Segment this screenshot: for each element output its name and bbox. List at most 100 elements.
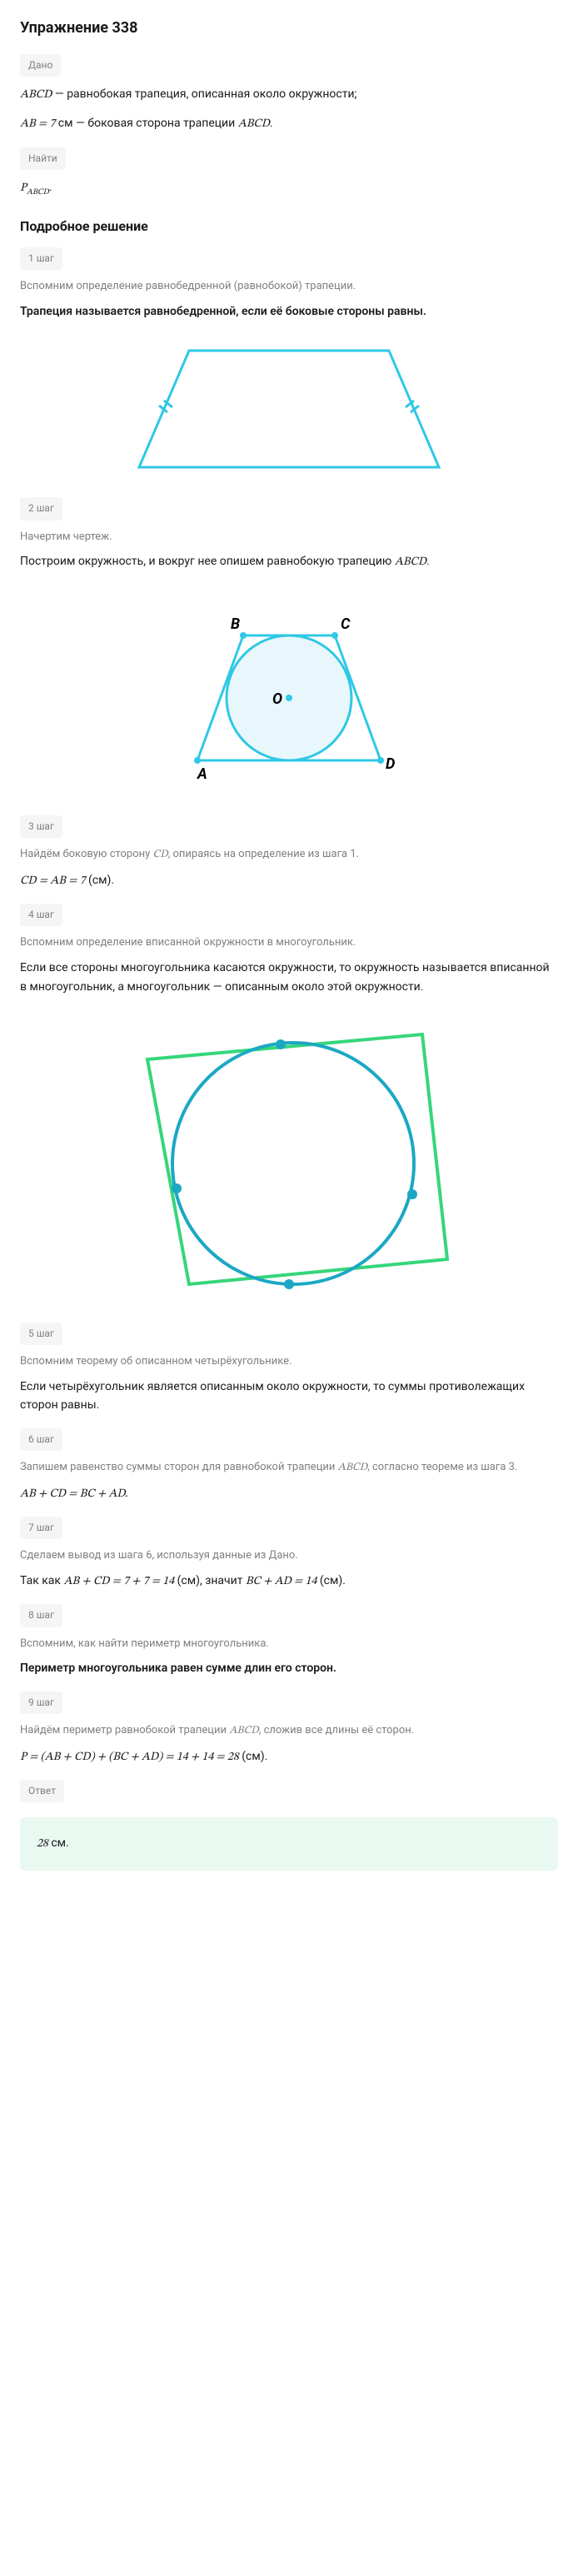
step-4-note: Вспомним определение вписанной окружност… bbox=[20, 934, 558, 952]
step-1-text: Трапеция называется равнобедренной, если… bbox=[20, 302, 558, 321]
step-8: 8 шаг Вспомним, как найти периметр много… bbox=[20, 1604, 558, 1677]
given-line-1: ABCD — равнобокая трапеция, описанная ок… bbox=[20, 85, 558, 104]
trapezoid-svg bbox=[122, 334, 456, 484]
figure-trapezoid bbox=[20, 334, 558, 484]
step-7-f1: AB + CD = 7 + 7 = 14 bbox=[63, 1576, 174, 1587]
perimeter-symbol: P bbox=[20, 182, 27, 194]
step-3-note-suffix: , опираясь на определение из шага 1. bbox=[168, 848, 359, 860]
exercise-title: Упражнение 338 bbox=[20, 17, 558, 41]
answer-unit: см. bbox=[48, 1836, 69, 1850]
vertex-a-dot bbox=[194, 757, 201, 764]
vertex-d-dot bbox=[377, 757, 384, 764]
step-8-text: Периметр многоугольника равен сумме длин… bbox=[20, 1659, 558, 1677]
step-9-note-math: ABCD bbox=[229, 1726, 259, 1736]
step-5-text: Если четырёхугольник является описанным … bbox=[20, 1378, 558, 1415]
step-8-badge: 8 шаг bbox=[20, 1604, 62, 1627]
find-block: Найти PABCD. bbox=[20, 147, 558, 200]
answer-badge: Ответ bbox=[20, 1780, 64, 1802]
step-3-badge: 3 шаг bbox=[20, 815, 62, 838]
quadrilateral bbox=[147, 1034, 447, 1284]
find-expr: PABCD. bbox=[20, 178, 558, 199]
step-6-note-prefix: Запишем равенство суммы сторон для равно… bbox=[20, 1461, 338, 1473]
given-block: Дано ABCD — равнобокая трапеция, описанн… bbox=[20, 54, 558, 134]
step-9-badge: 9 шаг bbox=[20, 1692, 62, 1714]
given-badge: Дано bbox=[20, 54, 61, 77]
step-9-unit: (см). bbox=[239, 1750, 268, 1763]
big-circle bbox=[172, 1043, 414, 1284]
step-3-unit: (см). bbox=[86, 874, 115, 887]
step-3-eq: CD = AB = 7 bbox=[20, 875, 86, 887]
label-d: D bbox=[386, 755, 395, 773]
solution-heading: Подробное решение bbox=[20, 216, 558, 237]
step-8-note: Вспомним, как найти периметр многоугольн… bbox=[20, 1636, 558, 1653]
trapezoid-circle-svg: B C A D O bbox=[147, 585, 431, 802]
step-4-text: Если все стороны многоугольника касаются… bbox=[20, 959, 558, 996]
given-math-ab7: AB = 7 bbox=[20, 118, 55, 130]
label-b: B bbox=[231, 615, 240, 633]
step-6: 6 шаг Запишем равенство суммы сторон для… bbox=[20, 1428, 558, 1503]
step-7: 7 шаг Сделаем вывод из шага 6, используя… bbox=[20, 1517, 558, 1591]
given-math-abcd: ABCD bbox=[20, 89, 52, 101]
answer-value: 28 bbox=[37, 1838, 48, 1850]
step-7-mid: (см), значит bbox=[174, 1574, 246, 1587]
step-2: 2 шаг Начертим чертеж. Построим окружнос… bbox=[20, 497, 558, 571]
step-5-badge: 5 шаг bbox=[20, 1323, 62, 1345]
step-6-note-math: ABCD bbox=[338, 1462, 368, 1473]
step-9-note-suffix: , сложив все длины её сторон. bbox=[259, 1724, 414, 1736]
find-end: . bbox=[49, 181, 52, 194]
step-6-note: Запишем равенство суммы сторон для равно… bbox=[20, 1459, 558, 1477]
step-3-note: Найдём боковую сторону CD, опираясь на о… bbox=[20, 846, 558, 864]
step-9-note: Найдём периметр равнобокой трапеции ABCD… bbox=[20, 1722, 558, 1741]
step-2-prefix: Построим окружность, и вокруг нее опишем… bbox=[20, 555, 395, 568]
given-math-abcd2: ABCD bbox=[238, 118, 270, 130]
step-4-badge: 4 шаг bbox=[20, 904, 62, 926]
given-unit: см — боковая сторона трапеции bbox=[55, 117, 237, 130]
step-6-eq: AB + CD = BC + AD. bbox=[20, 1488, 127, 1500]
step-9-note-prefix: Найдём периметр равнобокой трапеции bbox=[20, 1724, 229, 1736]
step-9-formula: P = (AB + CD) + (BC + AD) = 14 + 14 = 28… bbox=[20, 1747, 558, 1766]
find-badge: Найти bbox=[20, 147, 66, 170]
given-end: . bbox=[270, 117, 273, 130]
figure-quad-circle bbox=[20, 1009, 558, 1309]
step-4: 4 шаг Вспомним определение вписанной окр… bbox=[20, 904, 558, 996]
vertex-c-dot bbox=[331, 632, 338, 639]
step-1: 1 шаг Вспомним определение равнобедренно… bbox=[20, 247, 558, 321]
step-9: 9 шаг Найдём периметр равнобокой трапеци… bbox=[20, 1692, 558, 1766]
step-6-note-suffix: , согласно теореме из шага 3. bbox=[367, 1461, 517, 1473]
label-a: A bbox=[197, 765, 207, 783]
tangent-dot-bottom bbox=[284, 1279, 294, 1289]
tangent-dot-top bbox=[276, 1039, 286, 1049]
tangent-dot-left bbox=[172, 1183, 182, 1193]
step-5-note: Вспомним теорему об описанном четырёхуго… bbox=[20, 1353, 558, 1371]
step-2-note: Начертим чертеж. bbox=[20, 529, 558, 546]
step-7-prefix: Так как bbox=[20, 1574, 63, 1587]
step-2-end: . bbox=[426, 555, 430, 568]
step-2-badge: 2 шаг bbox=[20, 497, 62, 520]
step-3-formula: CD = AB = 7 (см). bbox=[20, 871, 558, 890]
step-9-eq: P = (AB + CD) + (BC + AD) = 14 + 14 = 28 bbox=[20, 1751, 239, 1763]
step-6-badge: 6 шаг bbox=[20, 1428, 62, 1451]
tangent-dot-right bbox=[407, 1189, 417, 1199]
step-3-note-prefix: Найдём боковую сторону bbox=[20, 848, 153, 860]
perimeter-sub: ABCD bbox=[27, 189, 49, 197]
trapezoid-shape bbox=[139, 351, 439, 467]
label-c: C bbox=[341, 615, 351, 633]
step-5: 5 шаг Вспомним теорему об описанном четы… bbox=[20, 1323, 558, 1415]
step-7-badge: 7 шаг bbox=[20, 1517, 62, 1539]
step-2-math: ABCD bbox=[395, 556, 426, 568]
step-7-text: Так как AB + CD = 7 + 7 = 14 (см), значи… bbox=[20, 1572, 558, 1591]
step-7-f2: BC + AD = 14 bbox=[246, 1576, 316, 1587]
step-3-note-math: CD bbox=[153, 850, 168, 860]
quad-circle-svg bbox=[114, 1009, 464, 1309]
answer-box: 28 см. bbox=[20, 1817, 558, 1870]
step-6-formula: AB + CD = BC + AD. bbox=[20, 1484, 558, 1503]
given-text-1: — равнобокая трапеция, описанная около о… bbox=[52, 87, 356, 101]
step-2-text: Построим окружность, и вокруг нее опишем… bbox=[20, 552, 558, 571]
step-3: 3 шаг Найдём боковую сторону CD, опираяс… bbox=[20, 815, 558, 890]
step-7-note: Сделаем вывод из шага 6, используя данны… bbox=[20, 1547, 558, 1565]
label-o: O bbox=[272, 690, 282, 708]
given-line-2: AB = 7 см — боковая сторона трапеции ABC… bbox=[20, 114, 558, 133]
center-dot bbox=[286, 695, 292, 701]
figure-trapezoid-circle: B C A D O bbox=[20, 585, 558, 802]
vertex-b-dot bbox=[240, 632, 247, 639]
